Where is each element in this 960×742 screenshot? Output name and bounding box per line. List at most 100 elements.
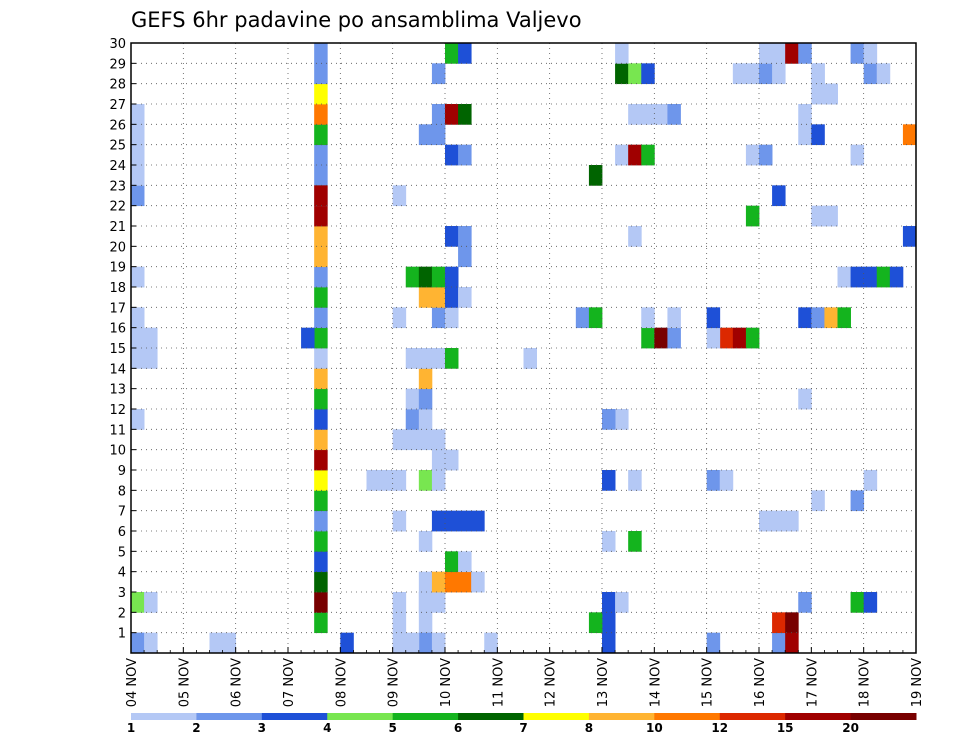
heatmap-cell: [445, 226, 459, 247]
heatmap-cell: [615, 144, 629, 166]
heatmap-cell: [314, 348, 328, 369]
heatmap-cell: [431, 510, 446, 532]
x-tick-label: 18 NOV: [858, 658, 873, 707]
heatmap-cell: [811, 124, 825, 146]
heatmap-cell: [732, 327, 747, 349]
y-tick-label: 22: [109, 200, 126, 215]
colorbar-label: 5: [388, 721, 396, 735]
heatmap-cell: [850, 490, 865, 512]
y-tick-label: 23: [109, 179, 126, 194]
heatmap-cell: [824, 205, 838, 227]
heatmap-cell: [445, 287, 459, 308]
heatmap-cell: [131, 348, 145, 369]
heatmap-cell: [628, 531, 642, 552]
y-tick-label: 5: [118, 545, 126, 560]
y-tick-label: 26: [109, 118, 126, 133]
colorbar-swatch: [392, 713, 459, 720]
heatmap-cell: [863, 266, 878, 288]
y-tick-label: 30: [109, 37, 126, 52]
heatmap-cell: [405, 632, 420, 654]
heatmap-cell: [602, 470, 616, 491]
heatmap-cell: [405, 348, 420, 369]
heatmap-cell: [445, 571, 459, 593]
heatmap-cell: [824, 83, 838, 105]
heatmap-cell: [902, 124, 917, 146]
y-tick-label: 25: [109, 139, 126, 154]
heatmap-cell: [131, 307, 145, 329]
heatmap-cell: [706, 632, 721, 654]
heatmap-cell: [641, 63, 655, 85]
heatmap-cell: [602, 632, 616, 654]
heatmap-cell: [392, 592, 407, 613]
heatmap-cell: [602, 612, 616, 634]
heatmap-cell: [588, 165, 603, 186]
heatmap-cell: [772, 632, 786, 654]
heatmap-cell: [798, 124, 812, 146]
heatmap-cell: [144, 632, 158, 654]
heatmap-cell: [458, 287, 472, 308]
heatmap-cell: [824, 307, 838, 329]
heatmap-cell: [131, 327, 145, 349]
heatmap-cell: [314, 287, 328, 308]
heatmap-cell: [759, 510, 773, 532]
heatmap-cell: [863, 63, 878, 85]
heatmap-cell: [431, 429, 446, 451]
heatmap-cell: [471, 571, 485, 593]
heatmap-cell: [431, 266, 446, 288]
heatmap-cell: [314, 327, 328, 349]
heatmap-cell: [667, 327, 681, 349]
x-tick-label: 09 NOV: [387, 658, 402, 707]
colorbar-label: 4: [323, 721, 331, 735]
heatmap-cell: [314, 165, 328, 186]
heatmap-cell: [458, 510, 472, 532]
heatmap-cell: [340, 632, 354, 654]
heatmap-cell: [418, 348, 433, 369]
x-tick-label: 15 NOV: [701, 658, 716, 707]
heatmap-cell: [667, 307, 681, 329]
y-tick-label: 20: [109, 240, 126, 255]
y-tick-label: 24: [109, 159, 126, 174]
heatmap-cell: [431, 592, 446, 613]
heatmap-cell: [615, 63, 629, 85]
heatmap-cell: [654, 327, 668, 349]
heatmap-cell: [719, 470, 734, 491]
colorbar-swatch: [785, 713, 852, 720]
colorbar-label: 7: [519, 721, 527, 735]
heatmap-cell: [314, 409, 328, 430]
heatmap-cell: [641, 327, 655, 349]
y-tick-label: 6: [118, 525, 126, 540]
heatmap-cell: [314, 63, 328, 85]
colorbar-swatch: [588, 713, 655, 720]
y-tick-label: 7: [118, 505, 126, 520]
heatmap-cell: [889, 266, 904, 288]
heatmap-cell: [418, 470, 433, 491]
heatmap-cell: [575, 307, 590, 329]
heatmap-cell: [902, 226, 917, 247]
colorbar-label: 3: [258, 721, 266, 735]
heatmap-cell: [418, 612, 433, 634]
heatmap-cell: [798, 43, 812, 64]
heatmap-cell: [131, 104, 145, 125]
heatmap-cell: [314, 368, 328, 390]
heatmap-cell: [379, 470, 394, 491]
heatmap-cell: [628, 63, 642, 85]
heatmap-cell: [837, 307, 851, 329]
heatmap-cell: [811, 307, 825, 329]
y-tick-label: 2: [118, 606, 126, 621]
heatmap-cell: [628, 104, 642, 125]
x-tick-label: 06 NOV: [230, 658, 245, 707]
heatmap-cell: [523, 348, 537, 369]
heatmap-cell: [405, 429, 420, 451]
heatmap-cell: [131, 592, 145, 613]
heatmap-cell: [458, 43, 472, 64]
x-tick-label: 08 NOV: [334, 658, 349, 707]
heatmap-cell: [445, 104, 459, 125]
heatmap-cell: [314, 205, 328, 227]
colorbar-swatch: [458, 713, 524, 720]
heatmap-cell: [314, 246, 328, 268]
y-tick-label: 14: [109, 362, 126, 377]
y-tick-label: 19: [109, 261, 126, 276]
x-tick-label: 04 NOV: [125, 658, 140, 707]
heatmap-cell: [418, 571, 433, 593]
